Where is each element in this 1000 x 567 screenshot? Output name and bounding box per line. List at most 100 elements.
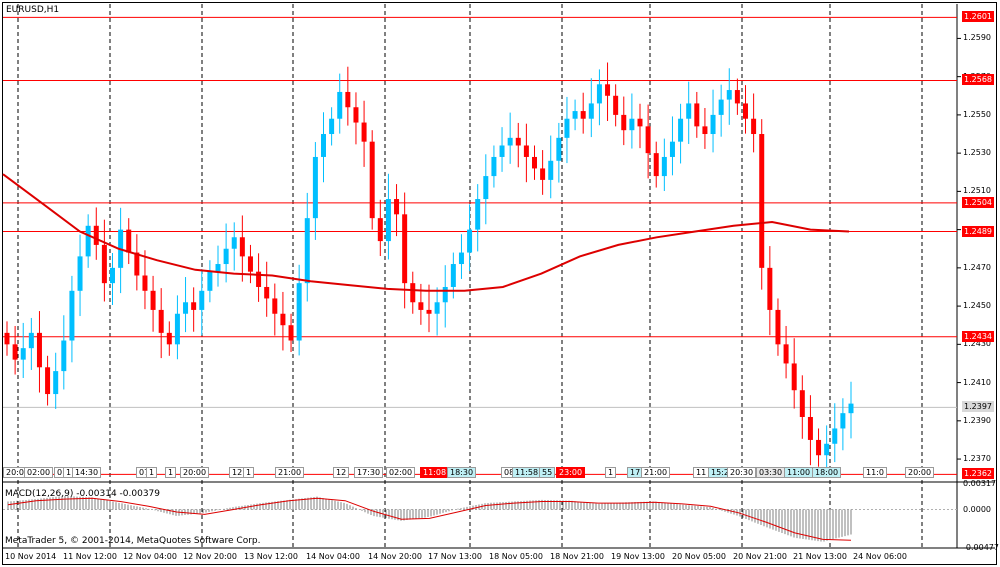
bearish-candle (418, 302, 424, 310)
time-axis-label: 20 Nov 21:00 (733, 552, 787, 561)
time-object-tag: 03:30 (756, 467, 786, 478)
time-object-tag: 11:08 (420, 467, 450, 478)
level-price-label: 1.2434 (962, 330, 994, 342)
bearish-candle (523, 145, 529, 157)
bearish-candle (694, 103, 700, 127)
bearish-candle (239, 237, 245, 257)
bearish-candle (264, 286, 270, 299)
time-object-tag: 12 (333, 467, 350, 478)
bullish-candle (548, 160, 554, 180)
bearish-candle (515, 137, 521, 146)
bullish-candle (296, 283, 302, 341)
bullish-candle (572, 111, 578, 119)
bearish-candle (767, 267, 773, 310)
time-axis-label: 11 Nov 12:00 (63, 552, 117, 561)
bearish-candle (799, 390, 805, 417)
bullish-candle (824, 443, 830, 456)
bullish-candle (312, 156, 318, 219)
bullish-candle (718, 99, 724, 115)
bearish-candle (272, 298, 278, 314)
bullish-candle (69, 290, 75, 341)
bearish-candle (759, 134, 765, 268)
bearish-candle (134, 252, 140, 276)
bullish-candle (499, 145, 505, 157)
bearish-candle (377, 218, 383, 242)
bullish-candle (207, 271, 213, 291)
time-axis-label: 12 Nov 04:00 (123, 552, 177, 561)
bearish-candle (645, 126, 651, 154)
macd-tick-label: 0.00317 (963, 479, 997, 488)
time-axis-label: 12 Nov 20:00 (183, 552, 237, 561)
copyright-text: MetaTrader 5, © 2001-2014, MetaQuotes So… (5, 536, 261, 546)
time-object-tag: 17:30 (354, 467, 384, 478)
bearish-candle (280, 313, 286, 326)
bullish-candle (329, 118, 335, 135)
bearish-candle (743, 103, 748, 119)
time-axis-label: 21 Nov 13:00 (793, 552, 847, 561)
bullish-candle (304, 218, 310, 284)
price-tick-label: 1.2530 (963, 148, 991, 158)
bullish-candle (848, 403, 854, 414)
time-object-tag: 23:00 (556, 467, 586, 478)
level-price-label: 1.2489 (962, 225, 994, 237)
time-axis-label: 14 Nov 04:00 (306, 552, 360, 561)
bullish-candle (385, 199, 391, 242)
time-axis-label: 13 Nov 12:00 (244, 552, 298, 561)
bearish-candle (288, 325, 294, 341)
bullish-candle (726, 90, 732, 100)
bearish-candle (191, 302, 197, 310)
bearish-candle (345, 91, 351, 108)
bullish-candle (840, 413, 846, 429)
time-axis-label: 14 Nov 20:00 (368, 552, 422, 561)
price-tick-label: 1.2550 (963, 109, 991, 119)
time-object-tag: 21:00 (641, 467, 671, 478)
bearish-candle (580, 111, 586, 119)
bullish-candle (110, 267, 115, 284)
bearish-candle (540, 168, 546, 180)
bearish-candle (775, 309, 781, 345)
time-axis-label: 24 Nov 06:00 (853, 552, 907, 561)
bullish-candle (215, 264, 221, 272)
bullish-candle (686, 103, 692, 119)
bullish-candle (231, 237, 237, 249)
bullish-candle (629, 118, 635, 131)
macd-tick-label: 0.0000 (963, 504, 991, 514)
time-axis-label: 18 Nov 21:00 (550, 552, 604, 561)
price-tick-label: 1.2410 (963, 377, 991, 387)
time-object-tag: 14:30 (72, 467, 102, 478)
bearish-candle (394, 199, 400, 215)
price-tick-label: 1.2370 (963, 454, 991, 464)
time-object-tag: 20:00 (905, 467, 935, 478)
time-object-tag: 21:00 (275, 467, 305, 478)
bearish-candle (369, 141, 375, 219)
bearish-candle (36, 332, 42, 368)
bullish-candle (174, 313, 180, 345)
price-tick-label: 1.2430 (963, 339, 991, 349)
time-axis-label: 20 Nov 05:00 (672, 552, 726, 561)
bullish-candle (483, 176, 489, 200)
bullish-candle (832, 428, 838, 444)
bullish-candle (442, 286, 448, 303)
bullish-candle (564, 118, 570, 138)
bullish-candle (661, 156, 667, 177)
bearish-candle (783, 344, 789, 364)
bullish-candle (669, 141, 675, 157)
level-price-label: 1.2601 (962, 11, 994, 23)
time-object-tag: 55 (539, 467, 556, 478)
bearish-candle (702, 126, 708, 135)
bullish-candle (491, 156, 497, 177)
bearish-candle (101, 244, 107, 284)
bullish-candle (321, 134, 326, 157)
bearish-candle (402, 214, 408, 284)
bearish-candle (4, 332, 10, 345)
bearish-candle (532, 156, 537, 169)
chart-title: EURUSD,H1 (6, 5, 60, 15)
bullish-candle (434, 302, 440, 314)
bearish-candle (653, 153, 659, 177)
price-tick-label: 1.2510 (963, 186, 991, 196)
bullish-candle (28, 332, 34, 349)
bullish-candle (596, 84, 602, 104)
macd-signal-line (7, 497, 852, 541)
time-object-tag: 11:00 (784, 467, 814, 478)
